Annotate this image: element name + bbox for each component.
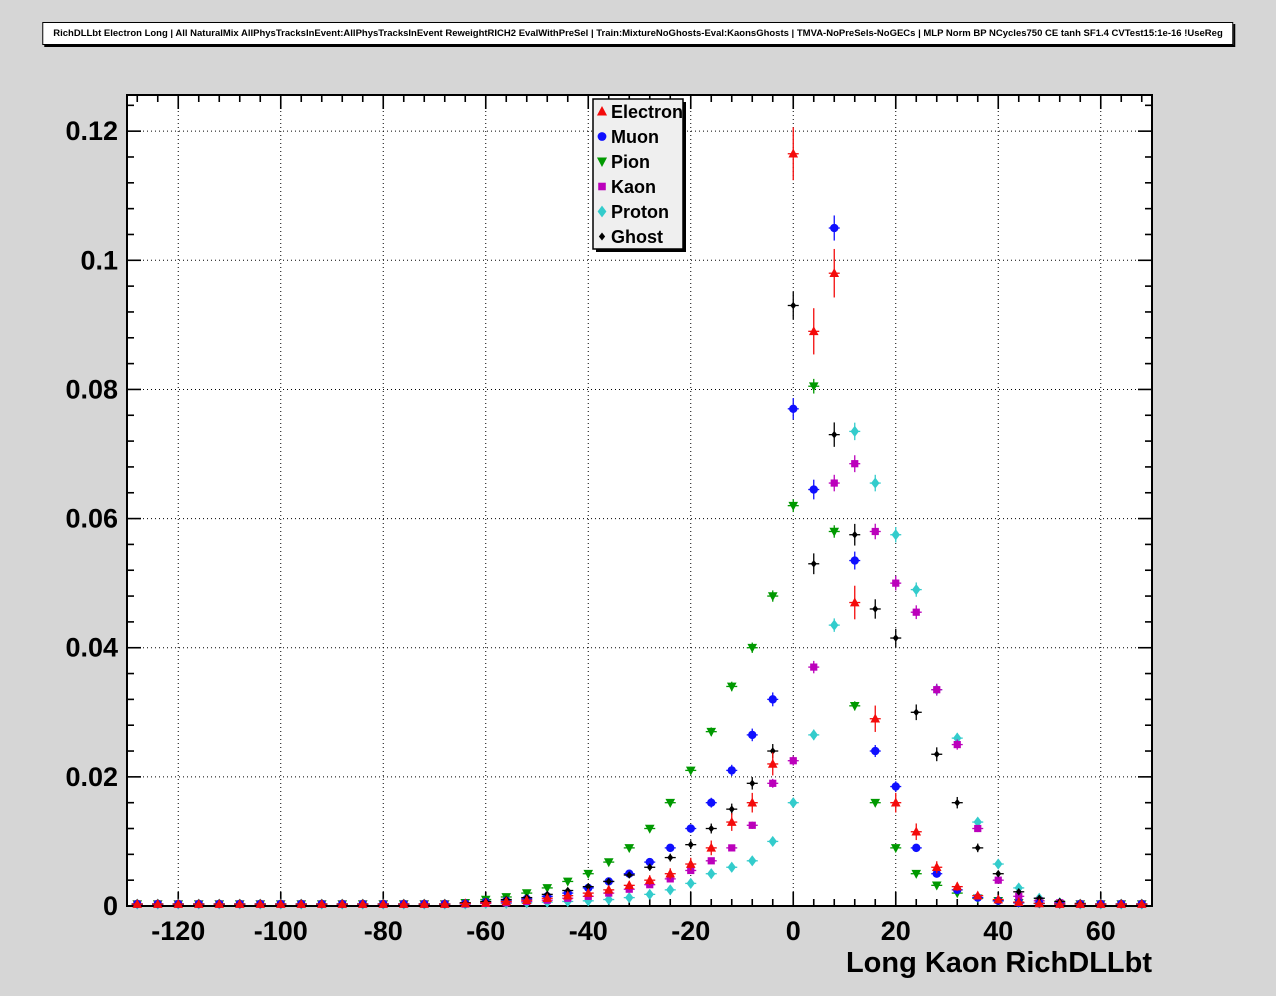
x-axis-title: Long Kaon RichDLLbt xyxy=(846,947,1152,979)
y-axis-labels: 0 0.02 0.04 0.06 0.08 0.1 0.12 xyxy=(65,116,118,921)
svg-text:-100: -100 xyxy=(254,916,308,946)
svg-text:0.02: 0.02 xyxy=(65,762,118,792)
svg-text:Electron: Electron xyxy=(611,102,683,122)
legend-entry-pion: Pion xyxy=(596,152,650,172)
svg-text:0: 0 xyxy=(103,891,118,921)
svg-text:-40: -40 xyxy=(569,916,608,946)
svg-text:40: 40 xyxy=(983,916,1013,946)
svg-text:Muon: Muon xyxy=(611,127,659,147)
svg-text:0: 0 xyxy=(786,916,801,946)
svg-text:0.04: 0.04 xyxy=(65,633,118,663)
svg-text:Proton: Proton xyxy=(611,202,669,222)
legend-entry-electron: Electron xyxy=(596,102,683,122)
svg-text:0.06: 0.06 xyxy=(65,504,118,534)
plot-frame-border xyxy=(126,94,1153,907)
svg-text:-60: -60 xyxy=(466,916,505,946)
x-axis-labels: -120 -100 -80 -60 -40 -20 0 20 40 60 xyxy=(151,916,1116,946)
svg-text:Pion: Pion xyxy=(611,152,650,172)
svg-text:-20: -20 xyxy=(671,916,710,946)
plot-title-text: RichDLLbt Electron Long | All NaturalMix… xyxy=(53,28,1223,39)
svg-text:-80: -80 xyxy=(364,916,403,946)
plot-title-pave: RichDLLbt Electron Long | All NaturalMix… xyxy=(42,22,1234,45)
svg-text:-120: -120 xyxy=(151,916,205,946)
series-electron xyxy=(131,127,1148,908)
svg-text:0.12: 0.12 xyxy=(65,116,118,146)
svg-text:20: 20 xyxy=(881,916,911,946)
svg-text:Kaon: Kaon xyxy=(611,177,656,197)
legend-entry-muon: Muon xyxy=(597,127,659,147)
svg-text:Ghost: Ghost xyxy=(611,227,663,247)
svg-text:60: 60 xyxy=(1086,916,1116,946)
legend-entry-proton: Proton xyxy=(597,202,669,222)
legend-entry-ghost: Ghost xyxy=(598,227,663,247)
svg-text:0.1: 0.1 xyxy=(80,245,118,275)
svg-text:0.08: 0.08 xyxy=(65,374,118,404)
legend-entry-kaon: Kaon xyxy=(598,177,656,197)
legend: Electron Muon Pion Kaon Proton Ghost xyxy=(592,98,686,252)
